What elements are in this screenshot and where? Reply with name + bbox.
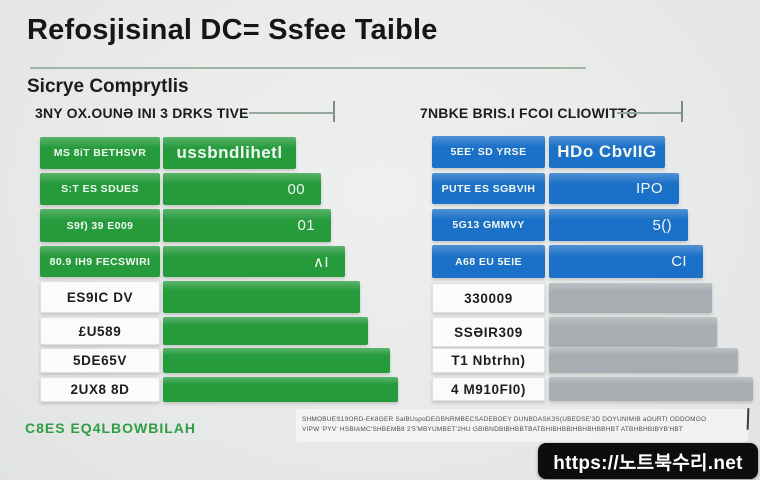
right-column-header: 7NBKE BRIS.I FCOI CLIOWITTO bbox=[420, 105, 638, 121]
row-label: SSƏIR309 bbox=[432, 317, 545, 347]
left-header-tick bbox=[333, 101, 335, 122]
row-value: IPO bbox=[549, 173, 679, 204]
row-value: 00 bbox=[163, 173, 321, 205]
row-label: ES9IC DV bbox=[40, 281, 160, 313]
fine-print-bracket bbox=[746, 407, 750, 431]
row-label: 4 M910FI0) bbox=[432, 377, 545, 401]
row-label: S9f) 39 E009 bbox=[40, 209, 160, 242]
row-value: CI bbox=[549, 245, 703, 278]
right-header-line bbox=[617, 112, 681, 114]
row-label: 330009 bbox=[432, 283, 545, 313]
row-label: £U589 bbox=[40, 317, 160, 345]
page-title: Refosjisinal DC= Ssfee Taible bbox=[27, 14, 438, 46]
row-label: 2UX8 8D bbox=[40, 377, 160, 402]
left-header-line bbox=[249, 112, 333, 114]
value-bar bbox=[163, 317, 368, 345]
row-value: ∧I bbox=[163, 246, 345, 277]
value-bar bbox=[163, 377, 398, 402]
row-value: ussbndlihetl bbox=[163, 137, 296, 169]
row-label: PUTE ES SGBVIH bbox=[432, 173, 545, 204]
value-bar bbox=[549, 348, 738, 373]
row-value: HDo CbvIIG bbox=[549, 136, 665, 168]
fine-print-box bbox=[296, 409, 748, 442]
row-label: 5G13 GMMVY bbox=[432, 209, 545, 241]
row-label: A68 EU 5EIE bbox=[432, 245, 545, 278]
row-label: MS 8iT BETHSVR bbox=[40, 137, 160, 169]
value-bar bbox=[549, 317, 717, 347]
row-label: 5EE' SD YRSE bbox=[432, 136, 545, 168]
fine-print-line-1: SHMOBUES19ORD-EK8GER SalBUspoDEGBNRMBECS… bbox=[302, 416, 707, 423]
value-bar bbox=[163, 281, 360, 313]
right-header-tick bbox=[681, 101, 683, 122]
fine-print-line-2: VIPW 'PYV' HSBIAMC'SHBEMB8 2'5'MBYUMBET'… bbox=[302, 426, 684, 433]
row-label: T1 Nbtrhn) bbox=[432, 348, 545, 373]
value-bar bbox=[549, 377, 753, 401]
left-column-header: 3NY OX.OUNƏ INI 3 DRKS TIVE bbox=[35, 105, 249, 121]
row-value: 5() bbox=[549, 209, 688, 241]
section-subtitle: Sicrye Comprytlis bbox=[27, 76, 189, 97]
row-label: S:T ES SDUES bbox=[40, 173, 160, 205]
watermark-url[interactable]: https://노트북수리.net bbox=[553, 452, 743, 474]
value-bar bbox=[163, 348, 390, 373]
title-divider-line bbox=[30, 67, 586, 69]
row-label: 80.9 IH9 FECSWIRI bbox=[40, 246, 160, 277]
value-bar bbox=[549, 283, 712, 313]
footer-green-note: C8ES EQ4LBOWBILAH bbox=[25, 420, 197, 436]
row-label: 5DE65V bbox=[40, 348, 160, 373]
watermark-badge[interactable]: https://노트북수리.net bbox=[538, 443, 758, 479]
row-value: 01 bbox=[163, 209, 331, 242]
